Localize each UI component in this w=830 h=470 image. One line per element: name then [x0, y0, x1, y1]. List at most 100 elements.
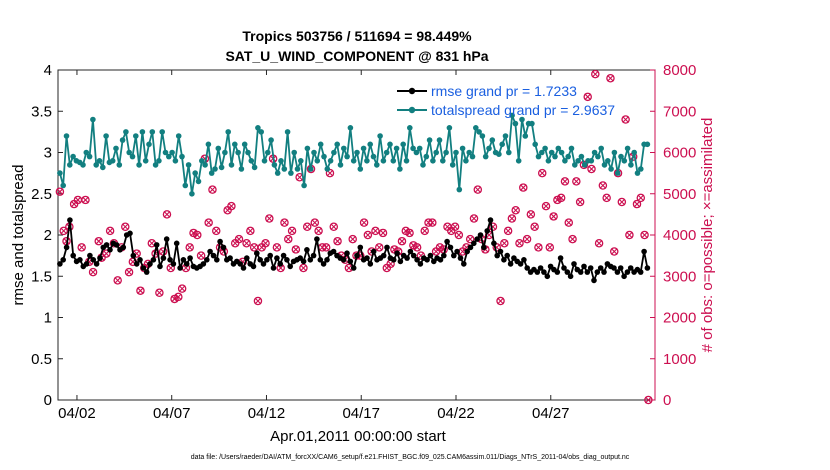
obs-count-point — [102, 249, 111, 258]
series-rmse-point — [557, 255, 564, 261]
series-rmse-point — [424, 257, 430, 263]
obs-count-point — [568, 234, 577, 244]
obs-count-point — [450, 222, 460, 231]
series-rmse-point — [444, 238, 450, 245]
obs-possible-marker — [177, 284, 187, 293]
series-rmse-point — [150, 257, 157, 263]
obs-count-point — [280, 218, 289, 227]
obs-assimilated-marker — [572, 177, 580, 185]
obs-count-point — [591, 69, 600, 79]
series-rmse-point — [414, 257, 420, 263]
obs-assimilated-marker — [436, 243, 444, 251]
obs-assimilated-marker — [603, 194, 611, 202]
series-rmse-point — [437, 257, 444, 263]
obs-count-point — [549, 212, 558, 221]
obs-possible-marker — [545, 243, 555, 252]
series-totalspread-point — [205, 141, 212, 148]
right-y-tick-label: 4000 — [663, 227, 696, 244]
series-totalspread-point — [232, 141, 238, 148]
obs-assimilated-marker — [455, 231, 463, 239]
obs-count-point — [363, 230, 373, 240]
series-totalspread-point — [136, 162, 142, 168]
series-rmse-point — [407, 248, 414, 255]
series-totalspread — [57, 112, 651, 197]
series-totalspread-point — [370, 153, 377, 160]
series-rmse-point — [183, 261, 190, 267]
series-totalspread-point — [430, 158, 436, 164]
series-rmse-point — [461, 261, 467, 267]
obs-possible-marker — [568, 234, 577, 244]
obs-possible-marker — [162, 210, 172, 219]
obs-count-point — [284, 234, 293, 244]
obs-assimilated-marker — [375, 243, 383, 251]
obs-assimilated-marker — [315, 227, 322, 235]
series-totalspread-point — [291, 149, 298, 156]
obs-count-point — [162, 210, 172, 219]
obs-count-point — [575, 197, 585, 207]
series-rmse-point — [487, 217, 494, 223]
obs-count-point — [507, 214, 517, 223]
series-totalspread-point — [212, 166, 218, 172]
obs-assimilated-marker — [246, 227, 254, 235]
series-rmse-point — [441, 252, 447, 259]
series-rmse-point — [564, 269, 571, 275]
obs-assimilated-marker — [637, 194, 645, 202]
obs-count-point — [136, 286, 145, 295]
series-totalspread-point — [126, 149, 132, 156]
obs-assimilated-marker — [626, 231, 633, 239]
series-totalspread-point — [598, 145, 604, 152]
obs-assimilated-marker — [538, 169, 546, 177]
series-totalspread-point — [228, 162, 235, 168]
obs-assimilated-marker — [228, 202, 235, 210]
series-rmse-point — [107, 247, 113, 253]
series-totalspread-point — [294, 166, 301, 172]
series-totalspread-point — [152, 162, 159, 168]
series-rmse-point — [113, 242, 120, 248]
obs-assimilated-marker — [254, 297, 262, 305]
series-rmse-point — [410, 252, 417, 259]
series-totalspread-point — [397, 166, 403, 172]
obs-count-point — [246, 226, 255, 236]
series-rmse-point — [77, 257, 83, 263]
series-totalspread-point — [281, 166, 288, 172]
series-totalspread-point — [436, 137, 443, 143]
series-totalspread-point — [591, 149, 598, 156]
series-totalspread-point — [245, 149, 251, 156]
series-totalspread-point — [581, 162, 588, 168]
legend-totalspread-marker — [408, 106, 416, 114]
obs-possible-marker — [465, 234, 475, 244]
series-rmse-point — [571, 261, 577, 267]
obs-possible-marker — [204, 218, 213, 227]
series-rmse-point — [173, 240, 180, 247]
series-rmse-point — [467, 244, 474, 251]
series-rmse-point — [504, 252, 511, 259]
series-totalspread-point — [93, 162, 99, 168]
obs-assimilated-marker — [599, 182, 607, 189]
obs-possible-marker — [610, 247, 619, 256]
obs-count-point — [541, 201, 551, 211]
obs-count-point — [208, 185, 217, 194]
obs-assimilated-marker — [542, 202, 550, 210]
obs-possible-marker — [77, 243, 86, 252]
obs-assimilated-marker — [205, 219, 213, 227]
series-rmse-point — [621, 273, 627, 280]
obs-count-point — [55, 187, 65, 196]
obs-possible-marker — [625, 230, 634, 240]
obs-count-point — [177, 284, 187, 293]
obs-assimilated-marker — [500, 239, 508, 247]
obs-possible-marker — [59, 226, 68, 236]
obs-possible-marker — [564, 218, 574, 227]
obs-possible-marker — [284, 234, 293, 244]
obs-possible-marker — [469, 214, 479, 223]
obs-count-point — [587, 164, 596, 174]
obs-assimilated-marker — [413, 243, 421, 251]
obs-possible-marker — [234, 234, 244, 244]
obs-count-point — [610, 247, 619, 256]
series-totalspread-point — [482, 153, 489, 160]
obs-count-point — [77, 243, 86, 252]
obs-count-point — [412, 243, 422, 252]
obs-assimilated-marker — [523, 235, 531, 243]
x-tick-label: 04/02 — [58, 405, 96, 422]
series-rmse-point — [130, 252, 137, 259]
obs-count-point — [594, 238, 604, 248]
